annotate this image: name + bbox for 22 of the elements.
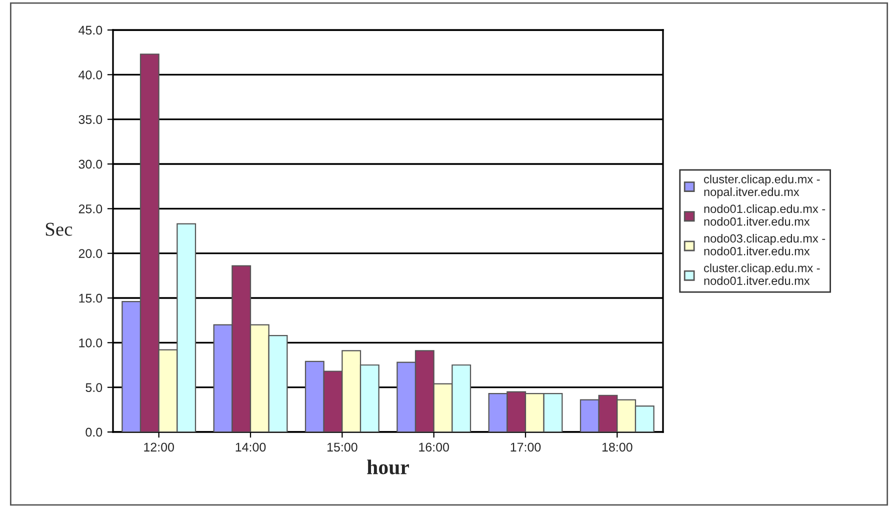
y-tick-label: 10.0 xyxy=(79,338,102,348)
y-tick-label: 25.0 xyxy=(78,204,102,214)
y-tick-label: 15.0 xyxy=(79,294,102,303)
y-tick-label: 45.0 xyxy=(78,26,102,35)
y-axis-title: Sec xyxy=(46,222,72,236)
x-tick-label: 16:00 xyxy=(419,442,449,452)
y-tick-label: 35.0 xyxy=(78,115,102,124)
x-axis-title: hour xyxy=(367,460,409,474)
y-tick-label: 30.0 xyxy=(78,160,102,169)
y-tick-label: 40.0 xyxy=(78,70,102,80)
x-tick-label: 17:00 xyxy=(510,442,541,452)
legend-label: nodo01.clicap.edu.mx - nodo01.itver.edu.mx xyxy=(704,204,826,226)
x-tick-label: 12:00 xyxy=(144,442,174,452)
legend-label: nodo03.clicap.edu.mx - nodo01.itver.edu.mx xyxy=(704,234,826,256)
y-tick-label: 20.0 xyxy=(78,249,102,258)
y-tick-label: 0.0 xyxy=(86,428,102,437)
y-tick-label: 5.0 xyxy=(86,383,102,392)
x-tick-label: 15:00 xyxy=(327,442,358,452)
x-tick-label: 18:00 xyxy=(602,442,632,452)
legend-label: cluster.clicap.edu.mx - nodo01.itver.edu.mx xyxy=(704,264,820,285)
x-tick-label: 14:00 xyxy=(236,442,266,452)
legend-label: cluster.clicap.edu.mx - nopal.itver.edu.mx xyxy=(704,174,820,198)
